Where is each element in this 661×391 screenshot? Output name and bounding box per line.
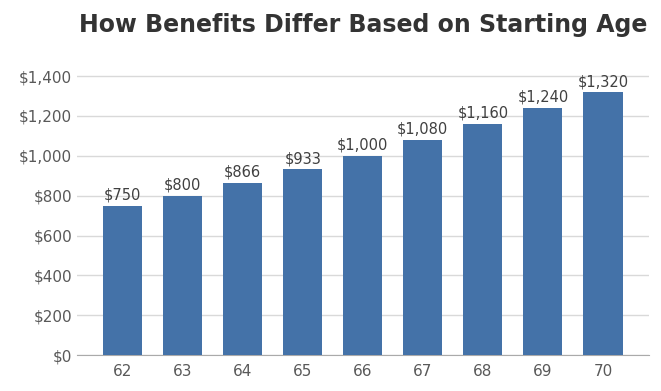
Bar <box>584 92 623 355</box>
Bar <box>343 156 382 355</box>
Title: How Benefits Differ Based on Starting Age: How Benefits Differ Based on Starting Ag… <box>79 13 647 36</box>
Text: $1,080: $1,080 <box>397 122 448 137</box>
Text: $933: $933 <box>284 151 321 166</box>
Bar <box>403 140 442 355</box>
Bar <box>163 196 202 355</box>
Text: $1,320: $1,320 <box>578 74 629 89</box>
Bar <box>524 108 563 355</box>
Text: $1,240: $1,240 <box>518 90 568 105</box>
Bar <box>103 206 142 355</box>
Text: $1,160: $1,160 <box>457 106 508 121</box>
Bar <box>463 124 502 355</box>
Text: $750: $750 <box>104 188 141 203</box>
Text: $1,000: $1,000 <box>337 138 389 153</box>
Text: $800: $800 <box>164 178 202 193</box>
Text: $866: $866 <box>224 165 261 179</box>
Bar <box>223 183 262 355</box>
Bar <box>283 169 323 355</box>
